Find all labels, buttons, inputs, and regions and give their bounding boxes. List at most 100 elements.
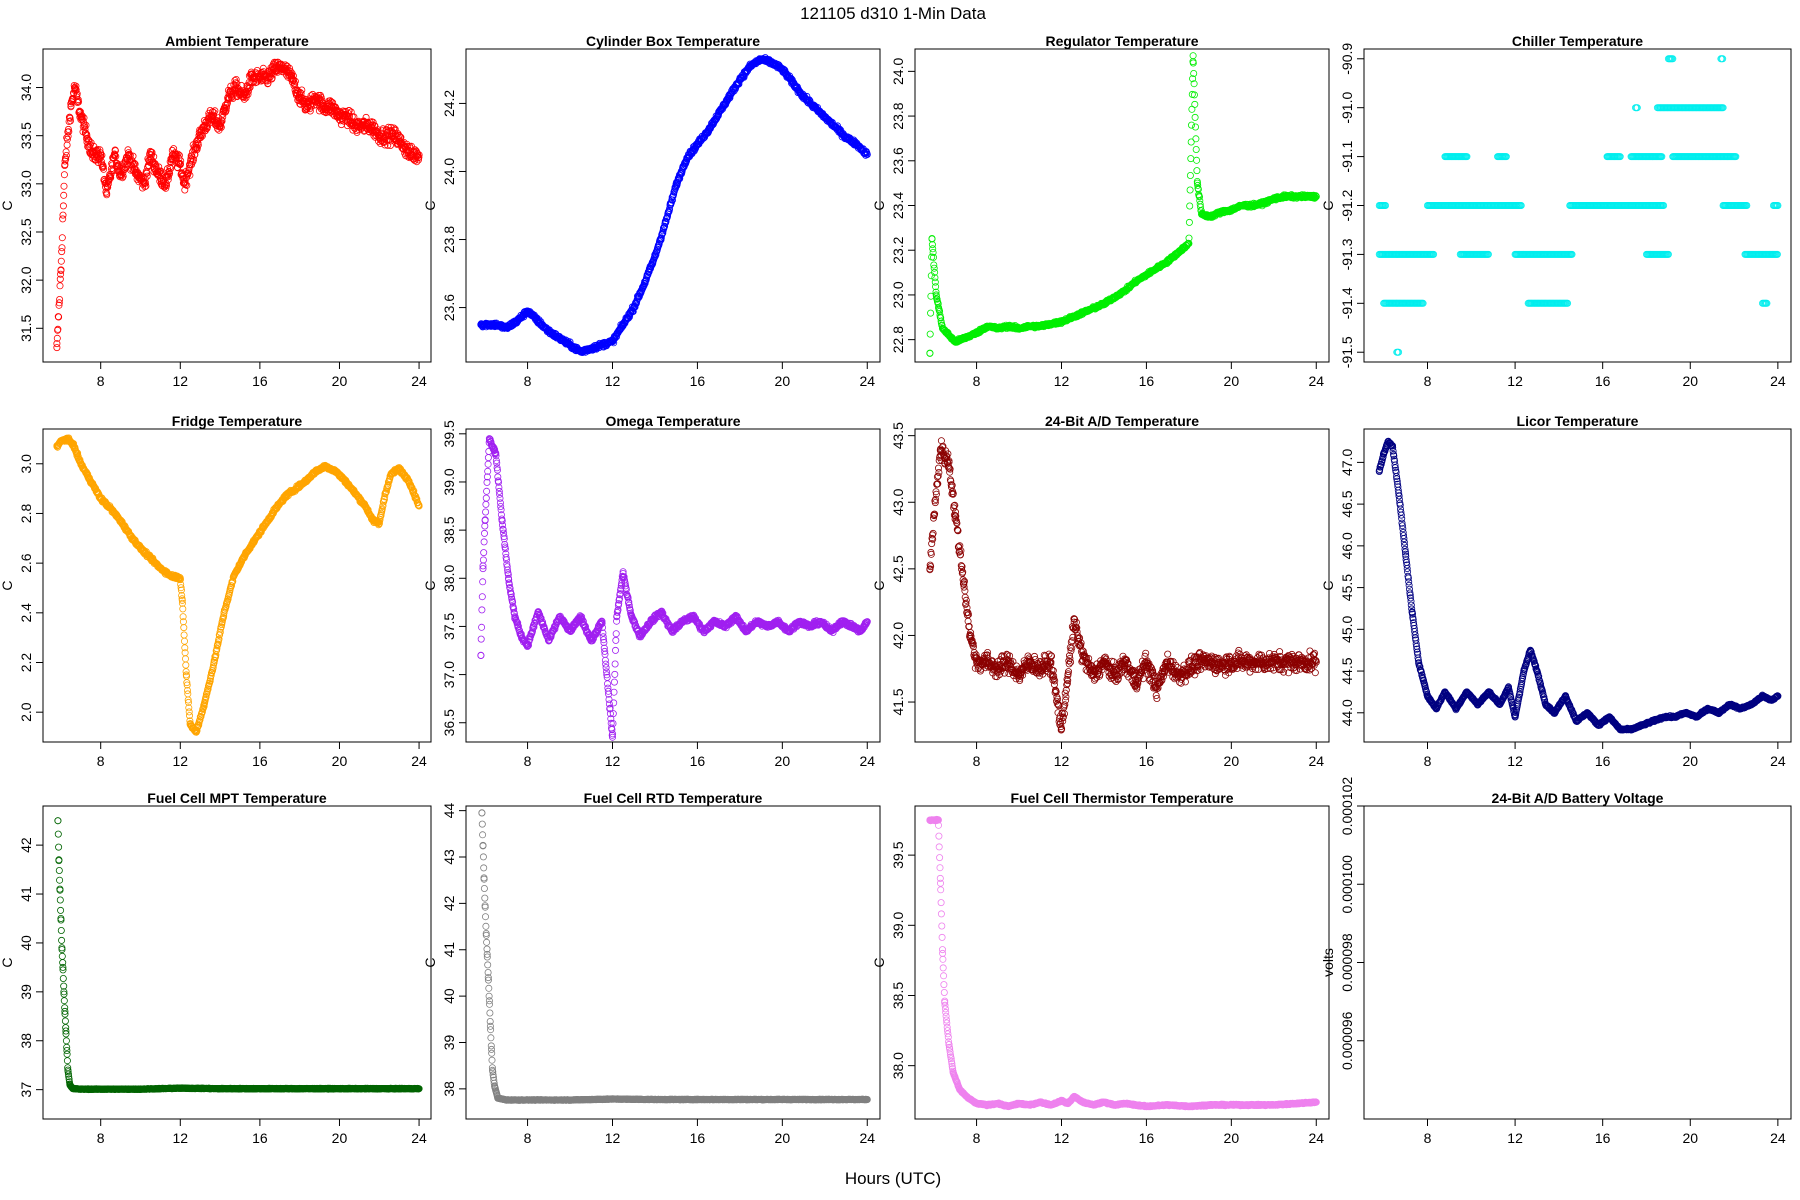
- y-axis-label: C: [0, 580, 15, 590]
- data-point: [57, 257, 65, 265]
- data-point: [57, 270, 65, 278]
- data-point: [60, 171, 68, 179]
- data-point: [1193, 156, 1201, 164]
- data-point: [154, 167, 162, 175]
- data-point: [129, 160, 137, 168]
- data-point: [181, 181, 189, 189]
- y-tick-label: -91.5: [1339, 336, 1355, 368]
- x-tick-label: 16: [252, 753, 268, 769]
- data-point: [146, 147, 154, 155]
- x-tick-label: 20: [775, 373, 791, 389]
- x-tick-label: 24: [1770, 373, 1786, 389]
- x-tick-label: 16: [1139, 373, 1155, 389]
- data-point: [1192, 123, 1200, 131]
- y-tick-label: 2.0: [18, 702, 34, 722]
- data-point: [229, 95, 237, 103]
- data-point: [142, 182, 150, 190]
- data-point: [186, 171, 194, 179]
- data-point: [99, 163, 107, 171]
- data-point: [81, 126, 89, 134]
- data-point: [926, 330, 934, 338]
- y-tick-label: -91.1: [1339, 140, 1355, 172]
- data-point: [143, 172, 151, 180]
- y-tick-label: 31.5: [18, 314, 34, 341]
- data-point: [1188, 121, 1196, 129]
- data-point: [163, 172, 171, 180]
- data-point: [129, 152, 137, 160]
- data-point: [185, 164, 193, 172]
- data-point: [77, 108, 85, 116]
- x-tick-label: 8: [524, 373, 532, 389]
- data-point: [1186, 171, 1194, 179]
- data-point: [60, 182, 68, 190]
- y-tick-label: -91.2: [1339, 189, 1355, 221]
- data-point: [210, 109, 218, 117]
- y-tick-label: -90.9: [1339, 43, 1355, 75]
- x-tick-label: 16: [690, 373, 706, 389]
- data-point: [1192, 135, 1200, 143]
- data-point: [233, 80, 241, 88]
- data-point: [63, 135, 71, 143]
- x-tick-label: 24: [411, 373, 427, 389]
- y-tick-label: 2.6: [18, 553, 34, 573]
- x-tick-label: 8: [1424, 373, 1432, 389]
- data-point: [54, 325, 62, 333]
- x-tick-label: 20: [1224, 373, 1240, 389]
- data-point: [180, 624, 188, 632]
- data-point: [155, 163, 163, 171]
- data-point: [1193, 167, 1201, 175]
- y-tick-label: -91.3: [1339, 238, 1355, 270]
- data-point: [927, 309, 935, 317]
- y-tick-label: 2.2: [18, 653, 34, 673]
- series-cylinder-box-temperature: [477, 54, 871, 356]
- data-point: [221, 108, 229, 116]
- series-fridge-temperature: [53, 434, 423, 736]
- y-tick-label: 33.0: [18, 170, 34, 197]
- x-tick-label: 12: [1054, 373, 1070, 389]
- data-point: [150, 153, 158, 161]
- data-point: [100, 165, 108, 173]
- data-point: [926, 349, 934, 357]
- data-point: [232, 79, 240, 87]
- x-tick-label: 8: [97, 753, 105, 769]
- panel-title: Ambient Temperature: [165, 33, 309, 49]
- data-point: [82, 121, 90, 129]
- data-point: [64, 125, 72, 133]
- data-point: [58, 234, 66, 242]
- panel-title: Fridge Temperature: [172, 413, 303, 429]
- y-tick-label: 23.6: [441, 294, 457, 321]
- x-tick-label: 20: [332, 373, 348, 389]
- data-point: [60, 191, 68, 199]
- y-tick-label: 23.6: [890, 147, 906, 174]
- x-tick-label: 24: [859, 373, 875, 389]
- x-tick-label: 24: [1308, 373, 1324, 389]
- data-point: [197, 134, 205, 142]
- y-axis-label: C: [871, 200, 887, 210]
- data-point: [56, 275, 64, 283]
- y-tick-label: 3.0: [18, 454, 34, 474]
- data-point: [191, 150, 199, 158]
- data-point: [1189, 52, 1197, 60]
- data-point: [160, 183, 168, 191]
- data-point: [80, 114, 88, 122]
- data-point: [53, 334, 61, 342]
- data-point: [72, 85, 80, 93]
- panel-title: Chiller Temperature: [1512, 33, 1643, 49]
- data-point: [180, 631, 188, 639]
- data-point: [59, 202, 67, 210]
- y-axis-label: C: [0, 200, 15, 210]
- y-tick-label: 23.2: [890, 236, 906, 263]
- series-chiller-temperature: [1375, 55, 1782, 356]
- y-axis-label: C: [422, 200, 438, 210]
- data-point: [119, 174, 127, 182]
- data-point: [162, 184, 170, 192]
- data-point: [56, 295, 64, 303]
- data-point: [1191, 113, 1199, 121]
- x-tick-label: 20: [1682, 373, 1698, 389]
- data-point: [1192, 145, 1200, 153]
- y-tick-label: 33.5: [18, 122, 34, 149]
